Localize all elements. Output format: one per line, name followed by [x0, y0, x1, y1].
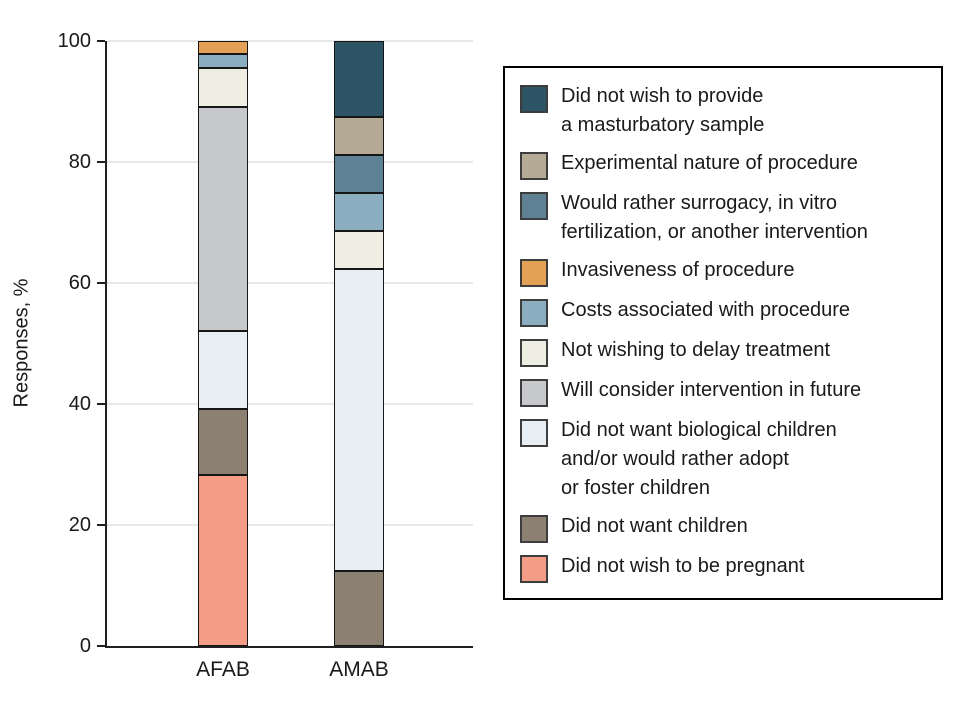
- legend-label: Will consider intervention in future: [561, 379, 862, 401]
- legend-item: Costs associated with procedure: [520, 299, 929, 327]
- gridline-60: [107, 282, 473, 284]
- y-axis-label: Responses, %: [10, 278, 33, 408]
- legend-item: Did not wish to be pregnant: [520, 555, 929, 583]
- legend-item: Will consider intervention in future: [520, 379, 929, 407]
- x-category-label-afab: AFAB: [196, 658, 250, 681]
- bar-segment: [198, 67, 248, 107]
- y-tick-label-60: 60: [68, 272, 91, 294]
- legend-swatch-icon: [520, 419, 548, 447]
- bar-segment: [334, 154, 384, 193]
- y-tick-label-40: 40: [68, 393, 91, 415]
- y-tick-mark-20: [97, 524, 105, 526]
- y-tick-mark-100: [97, 40, 105, 42]
- gridline-100: [107, 40, 473, 42]
- bar-segment: [198, 106, 248, 331]
- legend-swatch-icon: [520, 299, 548, 327]
- y-tick-label-80: 80: [68, 151, 91, 173]
- legend-item: Experimental nature of procedure: [520, 152, 929, 180]
- legend-label: Did not wish to be pregnant: [561, 555, 805, 577]
- legend-label: Did not want biological children and/or …: [561, 419, 837, 499]
- bar-segment: [198, 330, 248, 410]
- legend-label: Invasiveness of procedure: [561, 259, 795, 281]
- legend-item: Invasiveness of procedure: [520, 259, 929, 287]
- bar-afab: [198, 41, 248, 646]
- legend-swatch-icon: [520, 85, 548, 113]
- legend-label: Did not want children: [561, 515, 748, 537]
- bar-segment: [334, 41, 384, 117]
- y-tick-label-20: 20: [68, 514, 91, 536]
- legend-swatch-icon: [520, 379, 548, 407]
- gridline-80: [107, 161, 473, 163]
- y-tick-label-100: 100: [57, 30, 91, 52]
- legend-box: Did not wish to provide a masturbatory s…: [503, 66, 943, 600]
- y-tick-mark-60: [97, 282, 105, 284]
- x-category-label-amab: AMAB: [329, 658, 389, 681]
- legend-swatch-icon: [520, 192, 548, 220]
- legend-label: Did not wish to provide a masturbatory s…: [561, 85, 765, 136]
- bar-segment: [334, 116, 384, 155]
- bar-segment: [198, 409, 248, 475]
- bar-segment: [334, 570, 384, 646]
- bar-segment: [198, 41, 248, 55]
- legend-swatch-icon: [520, 555, 548, 583]
- y-tick-mark-40: [97, 403, 105, 405]
- y-tick-label-0: 0: [79, 635, 91, 657]
- legend-item: Would rather surrogacy, in vitro fertili…: [520, 192, 929, 247]
- legend-item: Did not want children: [520, 515, 929, 543]
- legend-label: Not wishing to delay treatment: [561, 339, 831, 361]
- y-tick-mark-0: [97, 645, 105, 647]
- gridline-20: [107, 524, 473, 526]
- bar-segment: [334, 268, 384, 571]
- bar-amab: [334, 41, 384, 646]
- gridline-40: [107, 403, 473, 405]
- legend-item: Did not wish to provide a masturbatory s…: [520, 85, 929, 140]
- legend-label: Costs associated with procedure: [561, 299, 851, 321]
- legend-item: Did not want biological children and/or …: [520, 419, 929, 503]
- plot-area: [105, 40, 473, 648]
- bar-segment: [334, 230, 384, 269]
- bar-segment: [334, 192, 384, 231]
- y-tick-mark-80: [97, 161, 105, 163]
- legend-swatch-icon: [520, 339, 548, 367]
- bar-segment: [198, 474, 248, 646]
- legend-swatch-icon: [520, 259, 548, 287]
- legend-swatch-icon: [520, 152, 548, 180]
- legend-label: Experimental nature of procedure: [561, 152, 858, 174]
- bar-segment: [198, 54, 248, 68]
- legend-label: Would rather surrogacy, in vitro fertili…: [561, 192, 868, 243]
- legend-item: Not wishing to delay treatment: [520, 339, 929, 367]
- legend-swatch-icon: [520, 515, 548, 543]
